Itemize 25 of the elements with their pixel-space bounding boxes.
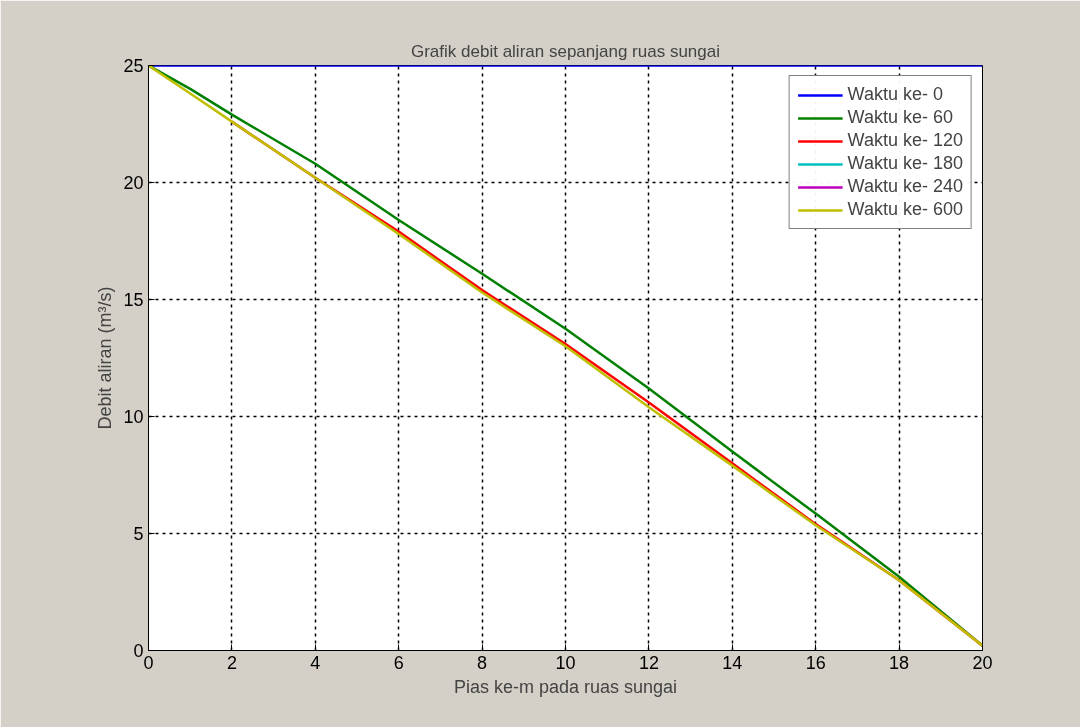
legend-label: Waktu ke- 0: [847, 84, 943, 105]
y-axis-title: Debit aliran (m³/s): [95, 286, 116, 430]
legend-label: Waktu ke- 60: [847, 107, 953, 128]
x-tick-label: 6: [393, 652, 404, 673]
x-tick-label: 12: [638, 652, 659, 673]
legend-label: Waktu ke- 120: [847, 130, 963, 151]
y-tick-label: 15: [123, 290, 144, 310]
y-tick-label: 5: [133, 524, 144, 544]
x-tick-label: 4: [310, 652, 321, 673]
x-tick-label: 20: [972, 652, 993, 673]
x-tick-label: 2: [226, 652, 237, 673]
x-tick-label: 18: [889, 652, 910, 673]
line-series: [148, 65, 983, 648]
y-tick-label: 10: [123, 407, 144, 427]
legend-label: Waktu ke- 600: [847, 199, 963, 220]
x-tick-label: 8: [477, 652, 488, 673]
x-tick-label: 14: [722, 652, 743, 673]
y-tick-label: 25: [123, 56, 144, 76]
x-tick-label: 10: [555, 652, 576, 673]
x-tick-label: 16: [805, 652, 826, 673]
x-axis-title: Pias ke-m pada ruas sungai: [453, 676, 678, 697]
y-tick-label: 20: [123, 173, 144, 193]
legend-label: Waktu ke- 240: [847, 176, 963, 197]
chart-title: Grafik debit aliran sepanjang ruas sungai: [410, 41, 721, 61]
legend-label: Waktu ke- 180: [847, 153, 963, 174]
